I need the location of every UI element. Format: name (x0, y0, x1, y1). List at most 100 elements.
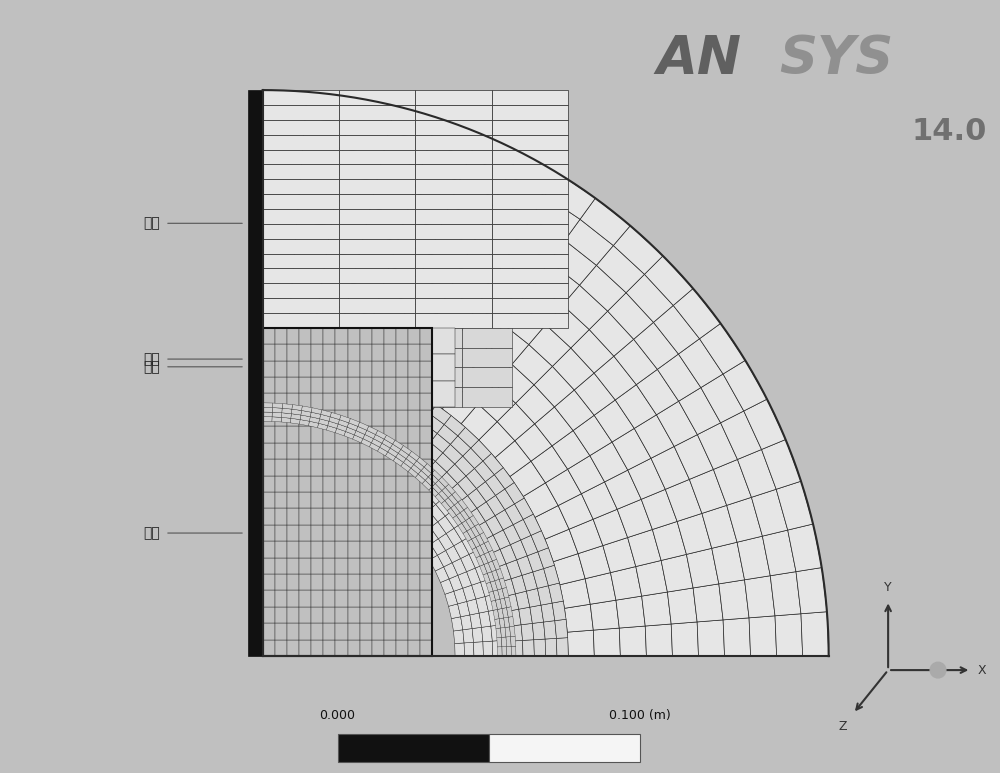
Polygon shape (476, 597, 488, 613)
Polygon shape (480, 543, 488, 554)
Polygon shape (511, 640, 523, 656)
Polygon shape (502, 587, 509, 598)
Polygon shape (556, 638, 568, 656)
Polygon shape (435, 567, 449, 583)
Polygon shape (471, 526, 480, 537)
Polygon shape (476, 522, 493, 540)
Polygon shape (337, 424, 347, 431)
Bar (287, 328, 299, 344)
Bar (396, 393, 408, 410)
Polygon shape (278, 385, 295, 397)
Bar (372, 607, 384, 623)
Bar (408, 393, 420, 410)
Polygon shape (352, 467, 368, 482)
Polygon shape (354, 431, 365, 438)
Bar (263, 135, 339, 149)
Polygon shape (370, 489, 386, 503)
Polygon shape (458, 476, 477, 495)
Bar (335, 475, 348, 492)
Bar (263, 268, 339, 283)
Polygon shape (472, 582, 485, 599)
Bar (384, 459, 396, 475)
Bar (340, 380, 378, 407)
Bar (372, 361, 384, 377)
Polygon shape (614, 339, 657, 385)
Polygon shape (432, 480, 450, 498)
Polygon shape (459, 157, 508, 198)
Polygon shape (751, 489, 788, 536)
Bar (311, 541, 323, 557)
Polygon shape (305, 92, 351, 123)
Bar (275, 557, 287, 574)
Bar (462, 348, 512, 367)
Polygon shape (263, 373, 280, 385)
Bar (420, 443, 432, 459)
Polygon shape (463, 448, 483, 468)
Polygon shape (544, 565, 559, 586)
Polygon shape (661, 554, 693, 592)
Bar (311, 640, 323, 656)
Bar (412, 328, 462, 348)
Polygon shape (380, 349, 413, 383)
Polygon shape (322, 424, 340, 438)
Polygon shape (484, 552, 492, 563)
Polygon shape (568, 455, 605, 494)
Bar (420, 591, 432, 607)
Bar (420, 492, 432, 509)
Polygon shape (450, 329, 488, 366)
Bar (263, 557, 275, 574)
Bar (311, 459, 323, 475)
Bar (408, 427, 420, 443)
Polygon shape (580, 198, 630, 246)
Polygon shape (405, 507, 422, 523)
Bar (408, 475, 420, 492)
Bar (360, 410, 372, 427)
Polygon shape (437, 291, 477, 329)
Bar (263, 165, 339, 179)
Polygon shape (545, 638, 557, 656)
Bar (348, 557, 360, 574)
Bar (384, 607, 396, 623)
Polygon shape (436, 351, 473, 388)
Polygon shape (398, 449, 409, 458)
Bar (348, 393, 360, 410)
Bar (339, 209, 415, 224)
Bar (263, 313, 339, 328)
Polygon shape (558, 494, 593, 530)
Bar (384, 328, 396, 344)
Bar (323, 361, 335, 377)
Polygon shape (480, 554, 488, 564)
Polygon shape (343, 123, 389, 156)
Bar (372, 377, 384, 393)
Polygon shape (263, 247, 295, 274)
Polygon shape (382, 441, 401, 457)
Polygon shape (373, 434, 384, 443)
Polygon shape (402, 490, 419, 507)
Polygon shape (512, 345, 552, 385)
Bar (420, 525, 432, 541)
Polygon shape (485, 475, 505, 495)
Polygon shape (478, 546, 493, 564)
Polygon shape (593, 628, 620, 656)
Polygon shape (347, 444, 364, 458)
Polygon shape (325, 393, 343, 407)
Bar (335, 393, 348, 410)
Bar (323, 541, 335, 557)
Polygon shape (263, 350, 281, 363)
Polygon shape (272, 412, 282, 417)
Bar (263, 179, 339, 194)
Polygon shape (403, 458, 414, 468)
Bar (360, 591, 372, 607)
Bar (275, 623, 287, 640)
Polygon shape (439, 472, 458, 491)
Polygon shape (339, 415, 350, 423)
Polygon shape (523, 640, 534, 656)
Polygon shape (382, 439, 393, 448)
Polygon shape (435, 493, 445, 503)
Bar (384, 393, 396, 410)
Polygon shape (348, 475, 364, 489)
Polygon shape (488, 609, 500, 626)
Polygon shape (589, 311, 634, 356)
Polygon shape (428, 461, 447, 480)
Bar (275, 361, 287, 377)
